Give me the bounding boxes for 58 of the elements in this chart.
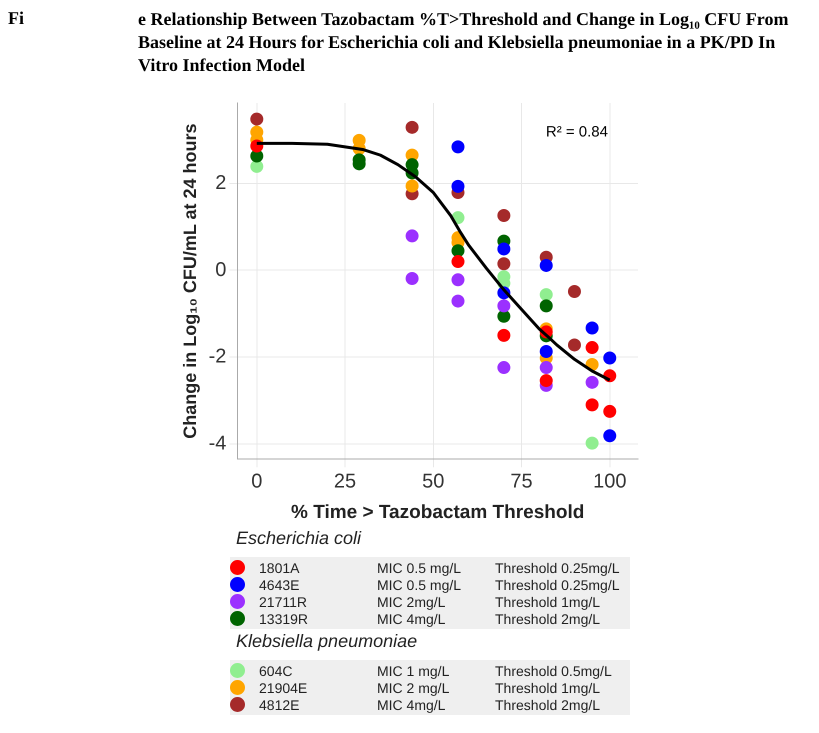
point [586, 322, 599, 335]
text: Fi [8, 8, 24, 29]
point [497, 361, 510, 374]
point [497, 310, 510, 323]
chart-title: e Relationship Between Tazobactam %T>Threshold and Change in Log₁₀ CFU From Baseline at 24 Hours for Escherichia coli and Klebsiella pneumoniae in a PK/PD In Vitro Infection Model [138, 8, 790, 77]
x-tick-label: 0 [251, 470, 262, 493]
point [540, 299, 553, 312]
point [406, 179, 419, 192]
legend-label: 4812E MIC 4mg/L Threshold 2mg/L [259, 696, 600, 712]
point [451, 140, 464, 154]
point [497, 242, 510, 256]
point [497, 328, 510, 342]
x-tick-label: 75 [510, 470, 533, 493]
x-axis-title: % Time > Tazobactam Threshold [291, 502, 584, 523]
point [586, 398, 599, 412]
point [586, 376, 599, 389]
point [603, 404, 616, 418]
point [497, 209, 510, 222]
legend-label: 604C MIC 1 mg/L Threshold 0.5mg/L [259, 662, 612, 678]
point [540, 344, 553, 358]
point [250, 160, 264, 173]
point [540, 288, 553, 302]
y-axis-title: Change in Log₁₀ CFU/mL at 24 hours [180, 123, 200, 439]
x-tick-label: 25 [334, 470, 356, 493]
point [406, 120, 419, 134]
point [540, 258, 553, 272]
x-tick-label: 100 [593, 470, 626, 493]
point [540, 374, 553, 388]
point [250, 112, 264, 126]
point [406, 229, 419, 242]
legend-label: 13319R MIC 4mg/L Threshold 2mg/L [259, 610, 600, 626]
point [497, 257, 510, 270]
point [586, 436, 599, 450]
x-tick-label: 50 [422, 470, 444, 493]
point [586, 341, 599, 354]
point [451, 294, 464, 308]
point [603, 429, 616, 442]
point [451, 273, 464, 286]
text: Escherichia coli [236, 528, 362, 549]
legend-label: 1801A MIC 0.5 mg/L Threshold 0.25mg/L [259, 560, 620, 576]
point [451, 180, 464, 193]
y-tick-label: 2 [215, 172, 226, 194]
y-tick-label: 0 [215, 258, 226, 281]
y-tick-label: -4 [208, 432, 226, 455]
point [497, 299, 510, 312]
legend-label: 21711R MIC 2mg/L Threshold 1mg/L [259, 594, 600, 610]
y-tick-label: -2 [208, 346, 226, 368]
legend-label: 4643E MIC 0.5 mg/L Threshold 0.25mg/L [259, 576, 620, 592]
point [451, 255, 464, 268]
point [540, 361, 553, 374]
annotation: R² = 0.84 [546, 124, 608, 141]
point [603, 351, 616, 364]
point [451, 244, 464, 258]
point [406, 272, 419, 285]
point [568, 338, 581, 352]
legend-label: 21904E MIC 2 mg/L Threshold 1mg/L [259, 680, 600, 696]
text: Klebsiella pneumoniae [236, 631, 418, 652]
point [568, 285, 581, 298]
